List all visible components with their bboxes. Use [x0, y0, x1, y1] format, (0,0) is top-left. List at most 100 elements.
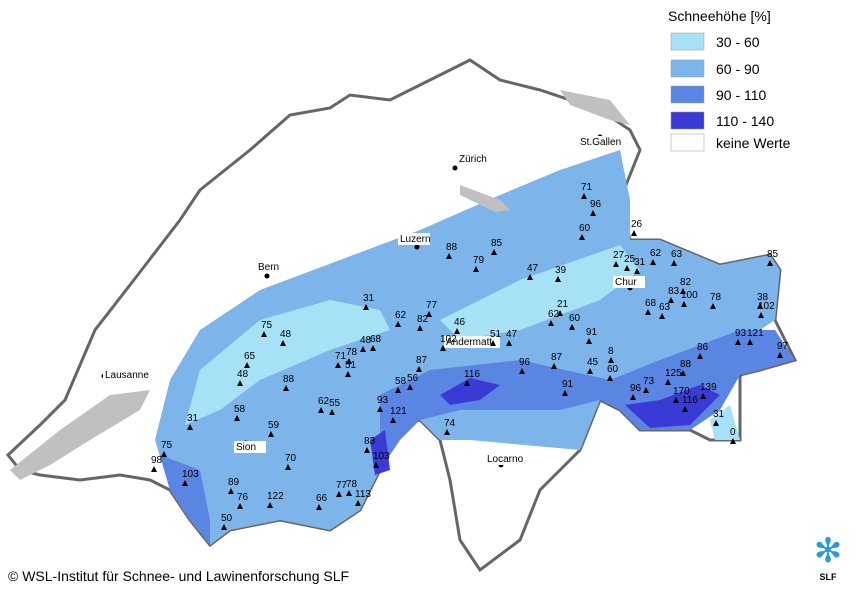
station-value: 96: [519, 357, 531, 368]
copyright: © WSL-Institut für Schnee- und Lawinenfo…: [8, 568, 349, 584]
station-marker: [758, 312, 764, 318]
station-marker: [630, 394, 636, 400]
city-label-bg: [256, 261, 288, 273]
station-value: 98: [151, 455, 163, 466]
station-value: 88: [680, 359, 692, 370]
station-value: 47: [506, 329, 518, 340]
station-marker: [557, 310, 563, 316]
station-marker: [261, 331, 267, 337]
city-label: Bern: [258, 262, 279, 273]
station-marker: [234, 415, 240, 421]
station-value: 91: [586, 327, 598, 338]
legend-swatch: [670, 59, 705, 78]
station-value: 87: [416, 355, 428, 366]
legend-swatch: [670, 133, 705, 152]
station-value: 70: [285, 453, 297, 464]
station-marker: [237, 503, 243, 509]
station-marker: [161, 451, 167, 457]
region-30-60: [710, 405, 740, 440]
city-label-bg: [578, 136, 622, 148]
station-marker: [519, 368, 525, 374]
station-marker: [710, 303, 716, 309]
station-value: 71: [581, 182, 593, 193]
station-value: 56: [407, 373, 419, 384]
station-value: 51: [345, 360, 357, 371]
station-value: 100: [681, 290, 698, 301]
station-value: 58: [234, 404, 246, 415]
logo-icon: ✻: [814, 532, 843, 570]
station-value: 78: [346, 347, 358, 358]
station-value: 66: [316, 493, 328, 504]
station-value: 73: [643, 376, 655, 387]
station-marker: [373, 462, 379, 468]
station-marker: [650, 259, 656, 265]
station-marker: [221, 524, 227, 530]
station-marker: [506, 340, 512, 346]
region-110-140: [625, 385, 720, 428]
station-value: 83: [668, 286, 680, 297]
station-marker: [444, 429, 450, 435]
station-value: 48: [237, 369, 249, 380]
station-marker: [318, 407, 324, 413]
station-value: 63: [659, 302, 671, 313]
region-90-110: [160, 455, 210, 545]
city-label-bg: [234, 441, 266, 453]
station-value: 62: [548, 309, 560, 320]
station-value: 50: [221, 513, 233, 524]
station-value: 125: [665, 368, 682, 379]
legend-title: Schneehöhe [%]: [668, 8, 771, 24]
station-value: 58: [395, 376, 407, 387]
station-marker: [346, 490, 352, 496]
station-value: 63: [671, 249, 683, 260]
station-marker: [631, 230, 637, 236]
legend-label: 30 - 60: [716, 34, 760, 50]
station-value: 62: [318, 396, 330, 407]
station-marker: [390, 417, 396, 423]
station-marker: [464, 380, 470, 386]
station-marker: [370, 345, 376, 351]
station-marker: [673, 397, 679, 403]
station-marker: [285, 464, 291, 470]
station-value: 121: [390, 406, 407, 417]
station-value: 47: [527, 263, 539, 274]
station-value: 31: [713, 409, 725, 420]
station-marker: [355, 500, 361, 506]
city-dot: [452, 165, 458, 171]
station-marker: [697, 353, 703, 359]
station-value: 62: [395, 310, 407, 321]
station-marker: [395, 387, 401, 393]
station-marker: [634, 268, 640, 274]
station-value: 74: [444, 418, 456, 429]
station-marker: [426, 311, 432, 317]
region-30-60: [440, 245, 640, 340]
station-value: 121: [747, 328, 764, 339]
station-value: 116: [464, 369, 480, 380]
station-marker: [590, 210, 596, 216]
station-marker: [363, 304, 369, 310]
station-marker: [581, 193, 587, 199]
station-marker: [267, 502, 273, 508]
station-value: 89: [228, 477, 240, 488]
station-marker: [364, 447, 370, 453]
station-marker: [579, 234, 585, 240]
station-marker: [187, 424, 193, 430]
station-value: 60: [579, 223, 591, 234]
station-marker: [440, 345, 446, 351]
station-marker: [417, 325, 423, 331]
station-marker: [613, 261, 619, 267]
region-30-60: [185, 300, 390, 425]
station-value: 170: [673, 386, 690, 397]
station-marker: [586, 338, 592, 344]
station-value: 86: [697, 342, 709, 353]
station-value: 113: [355, 489, 371, 500]
station-marker: [548, 320, 554, 326]
station-value: 103: [182, 469, 199, 480]
station-value: 93: [377, 395, 389, 406]
station-value: 75: [261, 320, 273, 331]
station-marker: [490, 340, 496, 346]
station-value: 31: [634, 257, 646, 268]
station-value: 91: [562, 379, 574, 390]
station-marker: [407, 384, 413, 390]
station-value: 78: [710, 292, 722, 303]
station-marker: [668, 297, 674, 303]
